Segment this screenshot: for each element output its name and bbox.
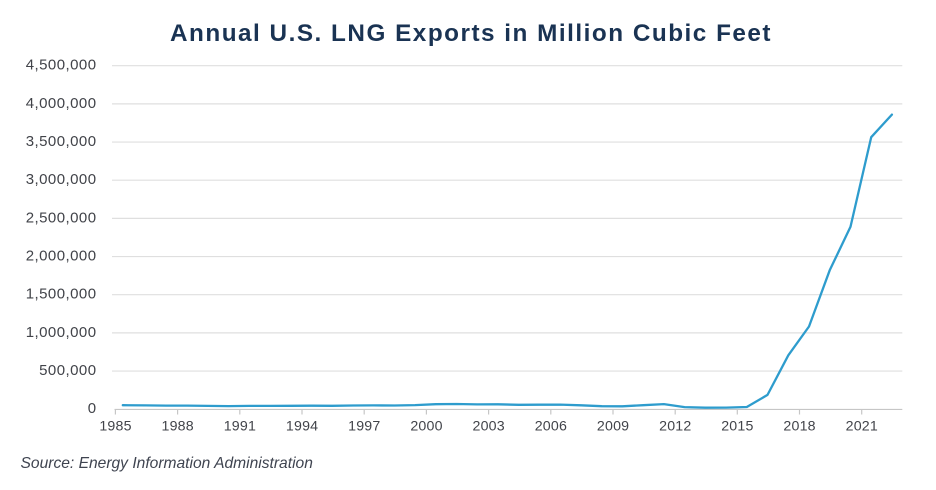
svg-text:0: 0 bbox=[88, 400, 97, 417]
svg-text:2012: 2012 bbox=[659, 419, 691, 435]
svg-text:2000: 2000 bbox=[410, 419, 442, 435]
svg-text:2015: 2015 bbox=[721, 419, 753, 435]
svg-text:1,500,000: 1,500,000 bbox=[26, 286, 97, 303]
svg-text:Source: Energy Information Adm: Source: Energy Information Administratio… bbox=[21, 455, 313, 472]
svg-text:1991: 1991 bbox=[224, 419, 256, 435]
svg-text:1985: 1985 bbox=[99, 419, 131, 435]
svg-text:1997: 1997 bbox=[348, 419, 380, 435]
svg-text:2006: 2006 bbox=[535, 419, 567, 435]
svg-text:2,500,000: 2,500,000 bbox=[26, 209, 97, 226]
svg-text:4,500,000: 4,500,000 bbox=[26, 57, 97, 74]
svg-text:4,000,000: 4,000,000 bbox=[26, 95, 97, 112]
svg-text:2018: 2018 bbox=[783, 419, 815, 435]
svg-text:Annual U.S. LNG Exports in Mil: Annual U.S. LNG Exports in Million Cubic… bbox=[170, 20, 772, 47]
svg-text:1994: 1994 bbox=[286, 419, 318, 435]
svg-text:500,000: 500,000 bbox=[39, 362, 96, 379]
svg-text:3,500,000: 3,500,000 bbox=[26, 133, 97, 150]
svg-text:1988: 1988 bbox=[162, 419, 194, 435]
svg-text:2009: 2009 bbox=[597, 419, 629, 435]
svg-text:1,000,000: 1,000,000 bbox=[26, 324, 97, 341]
svg-text:3,000,000: 3,000,000 bbox=[26, 171, 97, 188]
svg-text:2021: 2021 bbox=[846, 419, 878, 435]
svg-text:2,000,000: 2,000,000 bbox=[26, 248, 97, 265]
svg-text:2003: 2003 bbox=[473, 419, 505, 435]
